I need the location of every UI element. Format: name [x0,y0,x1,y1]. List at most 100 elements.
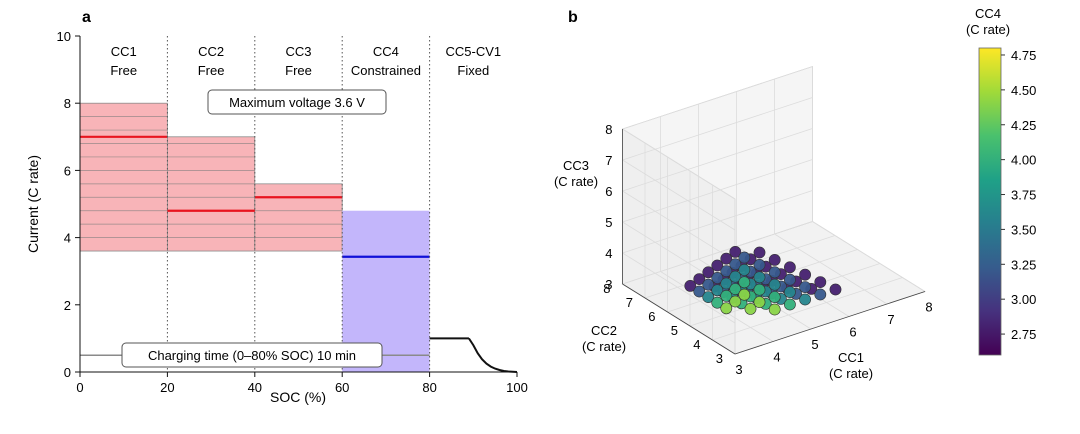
step-header-status: Free [285,63,312,78]
cc2-axis-label: CC2 [591,323,617,338]
scatter-point [753,296,766,308]
scatter-point [783,261,796,274]
x-tick-label: 80 [422,380,436,395]
colorbar-tick-label: 4.00 [1011,153,1036,168]
y-tick-label: 6 [64,163,71,178]
scatter-point [753,246,766,259]
step-header-name: CC1 [111,44,137,59]
cc3-tick-label: 6 [605,184,612,199]
scatter-point [738,251,751,264]
colorbar: 2.75 3.00 3.25 3.50 3.75 4.00 4.25 4.50 4.75 CC4(… [966,6,1036,356]
cc1-axis [734,291,926,355]
grid-line [774,233,888,305]
grid-line [622,128,813,192]
step-header-name: CC3 [285,44,311,59]
cc2-tick-label: 4 [693,337,700,352]
grid-line [622,128,736,200]
x-tick-label: 100 [506,380,528,395]
cc3-tick-label: 4 [605,246,612,261]
cc2-tick-label: 7 [626,295,633,310]
step-header-name: CC5-CV1 [445,44,501,59]
y-tick-label: 2 [64,298,71,313]
cc1-tick-label: 6 [849,325,856,340]
grid-line [712,277,903,341]
scatter-point [693,285,706,298]
cc3-tick-label: 8 [605,122,612,137]
colorbar-bar [978,47,1002,356]
cc1-tick-label: 3 [735,362,742,377]
scatter-point [729,258,742,271]
scatter-point [783,273,796,286]
grid-line [622,190,813,254]
scatter-point [738,288,751,301]
cc1-tick-label: 5 [811,337,818,352]
colorbar-tick-label: 4.25 [1011,118,1036,133]
scatter-point [753,258,766,271]
scatter-point [684,279,697,292]
grid-line [622,159,736,231]
y-tick-label: 8 [64,96,71,111]
panel-b-label: b [568,9,578,26]
cc3-axis-label: (C rate) [554,174,598,189]
cc3-tick-label: 7 [605,153,612,168]
grid-line [622,252,736,324]
scatter-point [702,291,715,303]
cc3-tick-label: 3 [605,277,612,292]
scatter-point [814,276,827,288]
cc1-axis-label: CC1 [838,350,864,365]
panel-a-chart: a 0 20 40 60 80 100 0 2 4 6 8 10 CC1 Free CC2 Free CC3 Fr… [25,9,528,405]
scatter-point [729,283,742,295]
scatter-point [720,289,733,302]
free-range-cc2 [166,136,256,252]
scatter-point [702,266,715,279]
cc2-tick-label: 6 [648,309,655,324]
scatter-point [768,278,781,291]
colorbar-tick-label: 4.50 [1011,83,1036,98]
step-header-status: Fixed [457,63,489,78]
scatter-point [799,293,811,306]
scatter-point [753,283,766,296]
grid-line [622,97,813,161]
cc1-tick-label: 8 [925,300,932,315]
scatter-point [720,252,733,265]
scatter-point [783,298,796,311]
cc2-axis-label: (C rate) [582,339,626,354]
scatter-point [768,291,781,303]
colorbar-tick-label: 3.50 [1011,222,1036,237]
colorbar-tick-label: 2.75 [1011,327,1036,342]
panel-a-label: a [82,9,91,26]
scatter-point [744,302,757,315]
scatter-point [711,259,724,272]
scatter-point [693,273,706,285]
scatter-point [738,263,751,276]
scatter-point [702,278,715,291]
step-header-status: Free [110,63,137,78]
cc3-tick-label: 5 [605,215,612,230]
scatter-point [729,270,742,283]
step-header-name: CC2 [198,44,224,59]
colorbar-title: (C rate) [966,22,1010,37]
colorbar-tick-label: 3.75 [1011,188,1036,203]
x-tick-label: 40 [248,380,262,395]
scatter-point [799,268,811,281]
scatter-point [720,302,733,315]
colorbar-tick-label: 3.00 [1011,292,1036,307]
step-header-status: Free [198,63,225,78]
cc2-axis [622,283,736,355]
x-tick-label: 20 [160,380,174,395]
y-tick-label: 0 [64,365,71,380]
charging-time-label: Charging time (0–80% SOC) 10 min [148,348,356,363]
cc1-tick-label: 7 [887,312,894,327]
y-tick-label: 10 [57,29,71,44]
free-range-cc3 [254,183,343,252]
colorbar-title: CC4 [975,6,1001,21]
scatter-point [720,265,733,277]
cc1-axis-label: (C rate) [829,366,873,381]
panel-a-xlabel: SOC (%) [270,389,326,405]
grid-line [622,159,813,223]
x-tick-label: 0 [76,380,83,395]
grid-line [622,190,736,262]
max-voltage-box [207,89,387,115]
scatter-point [768,253,781,266]
